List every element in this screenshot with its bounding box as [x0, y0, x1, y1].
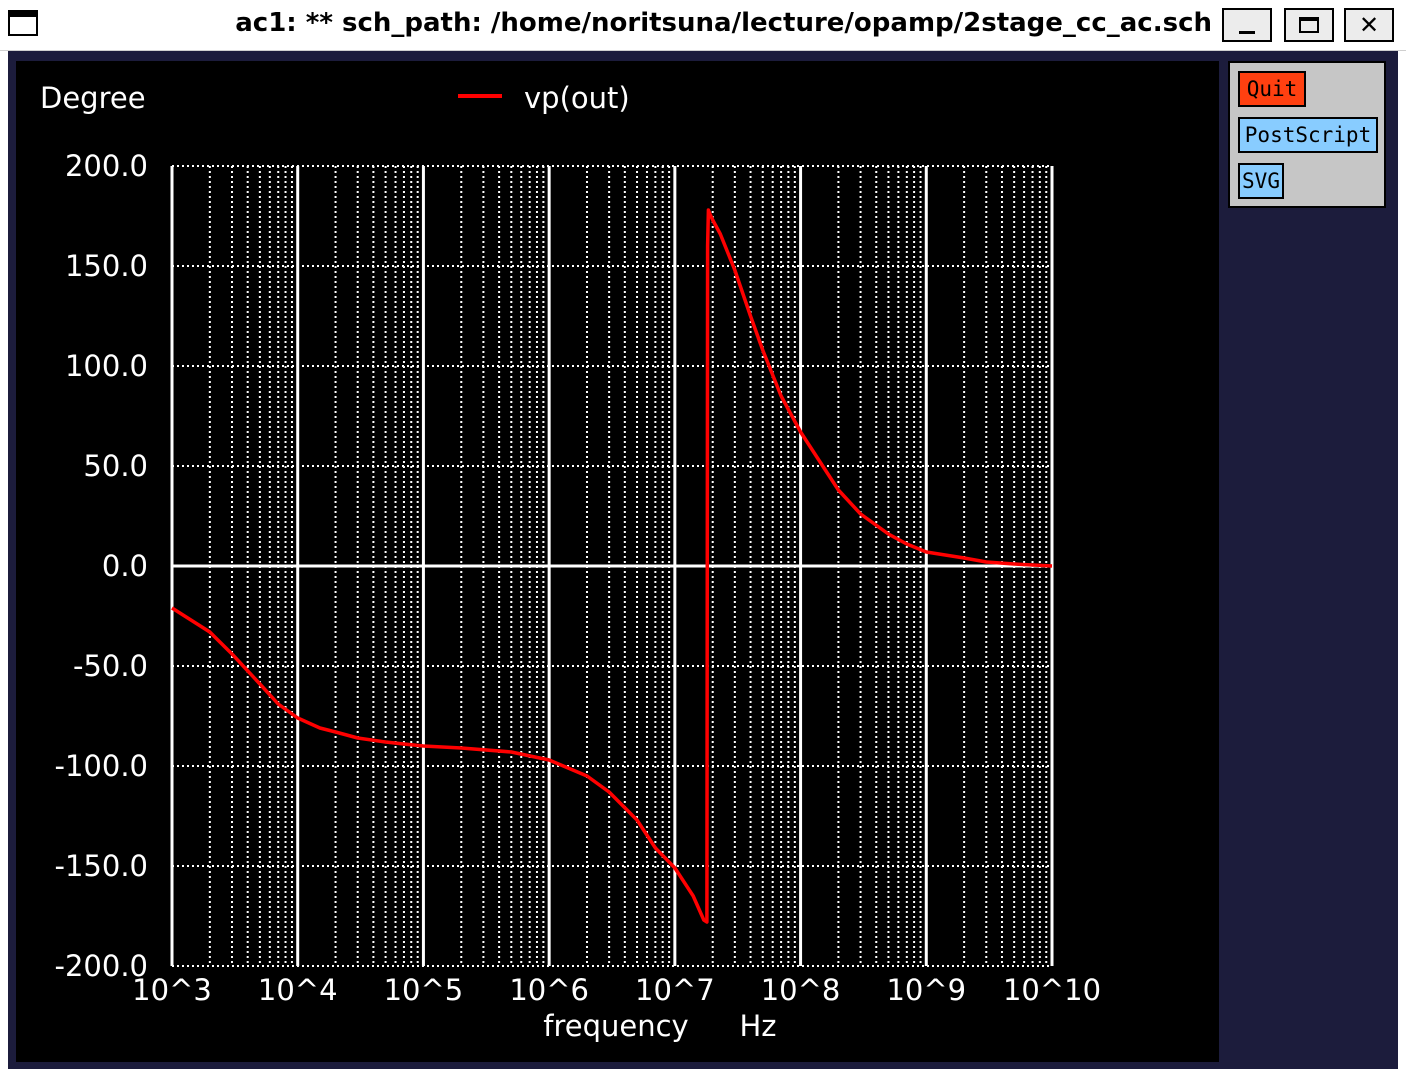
y-tick-label: -200.0 [55, 949, 149, 983]
legend: vp(out) [458, 81, 630, 115]
maximize-button[interactable] [1284, 8, 1334, 42]
window-title: ac1: ** sch_path: /home/noritsuna/lectur… [235, 8, 1212, 38]
y-tick-label: 100.0 [65, 349, 148, 383]
x-tick-label: 10^5 [384, 973, 464, 1007]
x-tick-label: 10^7 [635, 973, 715, 1007]
x-tick-label: 10^10 [1003, 973, 1101, 1007]
x-tick-label: 10^9 [886, 973, 966, 1007]
x-tick-label: 10^3 [132, 973, 212, 1007]
svg-export-button[interactable]: SVG [1238, 163, 1284, 199]
minimize-icon [1239, 30, 1255, 34]
window-menu-icon[interactable] [8, 10, 38, 36]
close-button[interactable]: ✕ [1344, 8, 1394, 42]
y-tick-label: -150.0 [55, 849, 149, 883]
y-axis-label: Degree [40, 81, 146, 115]
phase-chart: 200.0 150.0 100.0 50.0 0.0 -50.0 -100.0 -150.0 -… [40, 81, 1102, 1043]
y-tick-label: 150.0 [65, 249, 148, 283]
maximize-icon [1299, 17, 1319, 33]
y-tick-label: 200.0 [65, 149, 148, 183]
x-axis-label: frequency [543, 1009, 688, 1043]
series-line-vp-out [171, 208, 1053, 924]
x-axis-unit: Hz [739, 1009, 776, 1043]
title-bar: ac1: ** sch_path: /home/noritsuna/lectur… [0, 0, 1406, 51]
side-panel: Quit PostScript SVG [1228, 61, 1386, 208]
y-tick-label: -100.0 [55, 749, 149, 783]
traces [171, 208, 1053, 924]
y-tick-label: -50.0 [73, 649, 148, 683]
quit-button[interactable]: Quit [1238, 71, 1306, 107]
x-tick-label: 10^4 [258, 973, 338, 1007]
close-icon: ✕ [1358, 11, 1380, 39]
postscript-button[interactable]: PostScript [1238, 117, 1378, 153]
y-tick-label: 50.0 [83, 449, 148, 483]
x-tick-label: 10^8 [761, 973, 841, 1007]
y-tick-label: 0.0 [102, 549, 148, 583]
x-tick-label: 10^6 [509, 973, 589, 1007]
legend-label: vp(out) [524, 81, 630, 115]
axes: 200.0 150.0 100.0 50.0 0.0 -50.0 -100.0 -150.0 -… [55, 149, 1102, 1007]
plot-area: 200.0 150.0 100.0 50.0 0.0 -50.0 -100.0 -150.0 -… [16, 61, 1219, 1062]
minimize-button[interactable] [1222, 8, 1272, 42]
grid [170, 165, 1054, 967]
